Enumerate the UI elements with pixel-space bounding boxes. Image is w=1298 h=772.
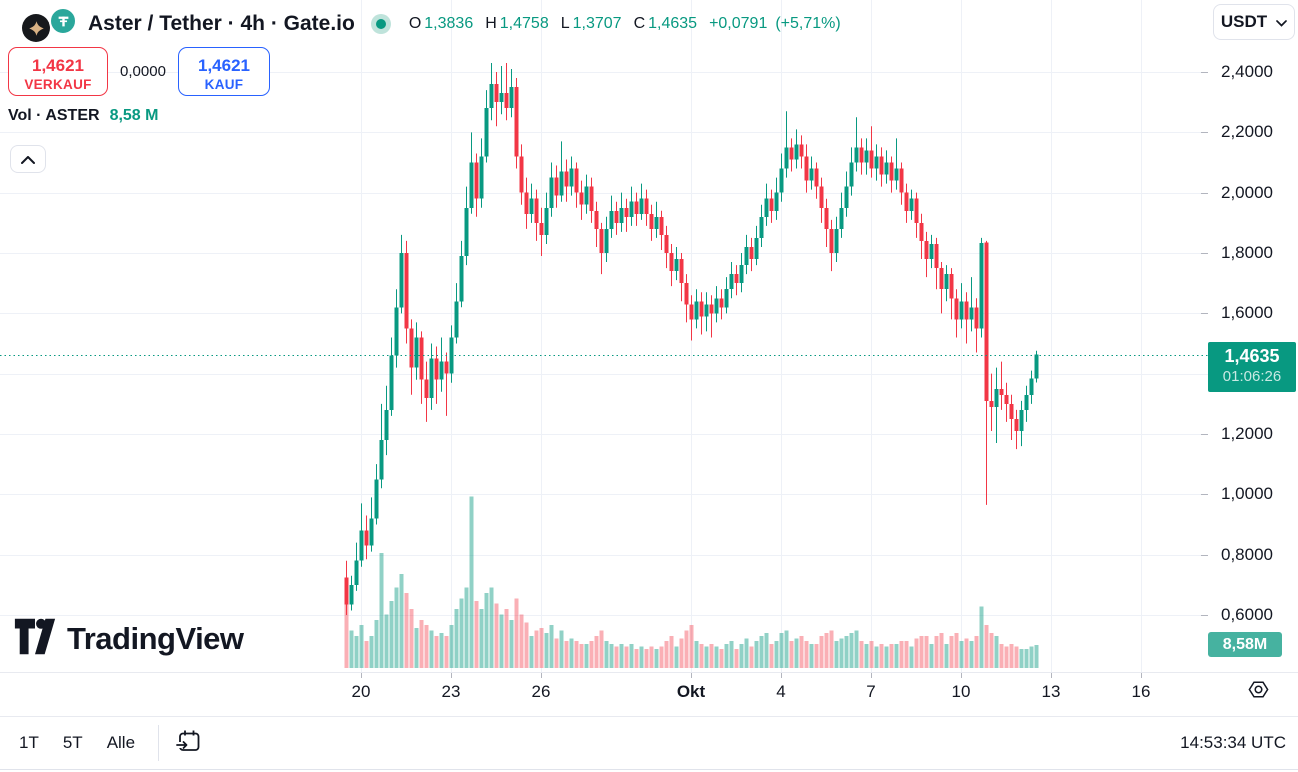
time-axis-label: 4 (776, 682, 786, 701)
range-all-button[interactable]: Alle (98, 727, 144, 759)
tradingview-logo-icon (14, 618, 56, 660)
bar-countdown: 01:06:26 (1222, 368, 1282, 385)
watermark-text: TradingView (67, 621, 244, 656)
volume-badge: 8,58M (1208, 632, 1282, 657)
time-axis-tick (361, 673, 362, 678)
time-axis-label: 26 (531, 682, 551, 701)
gear-icon (1247, 681, 1270, 704)
close-value: 1,4635 (648, 15, 698, 32)
time-axis[interactable]: 20 23 26 Okt 4 7 10 13 16 (0, 672, 1298, 716)
time-axis-tick (781, 673, 782, 678)
time-axis-tick (871, 673, 872, 678)
volume-legend: Vol · ASTER 8,58 M (8, 107, 158, 125)
time-axis-label: Okt (676, 682, 706, 701)
low-label: L (560, 15, 570, 32)
time-axis-label: 10 (951, 682, 971, 701)
aster-logo-icon (22, 14, 50, 42)
time-axis-tick (961, 673, 962, 678)
range-1d-button[interactable]: 1T (10, 727, 48, 759)
tradingview-watermark[interactable]: TradingView (14, 618, 244, 660)
high-value: 1,4758 (499, 15, 549, 32)
time-axis-label: 7 (866, 682, 876, 701)
change-value: +0,0791 (709, 15, 768, 32)
chevron-down-icon (1276, 12, 1287, 32)
sell-price: 1,4621 (32, 55, 84, 75)
volume-label: Vol · ASTER (8, 107, 100, 124)
bottom-toolbar: 1T 5T Alle 14:53:34 UTC (0, 716, 1298, 770)
sell-button[interactable]: 1,4621 VERKAUF (8, 47, 108, 96)
price-axis-label: 1,6000 (1221, 303, 1273, 323)
price-axis-label: 1,0000 (1221, 484, 1273, 504)
time-axis-label: 23 (441, 682, 461, 701)
price-axis-label: 0,6000 (1221, 605, 1273, 624)
spread-value: 0,0000 (120, 63, 166, 80)
sell-label: VERKAUF (24, 76, 92, 92)
chevron-up-icon (21, 152, 35, 167)
current-price: 1,4635 (1224, 346, 1280, 366)
change-percent: (+5,71%) (775, 15, 841, 32)
tether-logo-icon (49, 7, 77, 35)
currency-selector-button[interactable]: USDT (1213, 4, 1295, 40)
time-axis-tick (1051, 673, 1052, 678)
time-axis-label: 13 (1041, 682, 1061, 701)
volume-value: 8,58 M (109, 107, 159, 124)
goto-date-button[interactable] (173, 726, 204, 760)
axis-settings-button[interactable] (1244, 678, 1272, 704)
current-price-badge: 1,4635 01:06:26 (1208, 342, 1296, 392)
collapse-panel-button[interactable] (10, 145, 46, 173)
close-label: C (633, 15, 646, 32)
clock-utc[interactable]: 14:53:34 UTC (1180, 733, 1286, 752)
time-axis-tick (691, 673, 692, 678)
open-label: O (408, 15, 422, 32)
price-axis-label: 2,2000 (1221, 122, 1273, 142)
time-axis-tick (541, 673, 542, 678)
range-5d-button[interactable]: 5T (54, 727, 92, 759)
time-axis-label: 20 (351, 682, 371, 701)
symbol-header: Aster / Tether · 4h · Gate.io O 1,3836 H… (18, 5, 849, 43)
symbol-title[interactable]: Aster / Tether · 4h · Gate.io (88, 12, 355, 35)
calendar-icon (175, 728, 202, 758)
price-axis-label: 1,8000 (1221, 243, 1273, 262)
buy-button[interactable]: 1,4621 KAUF (178, 47, 270, 96)
price-axis-label: 2,4000 (1221, 62, 1273, 81)
low-value: 1,3707 (572, 15, 622, 32)
open-value: 1,3836 (424, 15, 474, 32)
price-axis-label: 0,8000 (1221, 544, 1273, 564)
ohlc-values: O 1,3836 H 1,4758 L 1,3707 C 1,4635 +0,0… (409, 15, 849, 33)
trade-panel: 1,4621 VERKAUF 0,0000 1,4621 KAUF (8, 47, 270, 96)
time-axis-tick (1141, 673, 1142, 678)
toolbar-divider (158, 725, 160, 761)
time-axis-tick (451, 673, 452, 678)
symbol-logos (18, 5, 86, 43)
buy-price: 1,4621 (198, 55, 250, 75)
time-axis-label: 16 (1131, 682, 1151, 701)
buy-label: KAUF (204, 76, 244, 92)
price-axis-label: 2,0000 (1221, 182, 1273, 202)
candlestick-chart[interactable] (0, 0, 1208, 672)
status-core (375, 19, 386, 29)
market-status-icon[interactable] (370, 14, 391, 34)
high-label: H (485, 15, 497, 32)
price-axis[interactable]: 2,4000 2,2000 2,0000 1,8000 1,6000 1,2000 1,00… (1208, 0, 1298, 672)
currency-label: USDT (1220, 12, 1268, 31)
price-axis-label: 1,2000 (1221, 424, 1273, 443)
